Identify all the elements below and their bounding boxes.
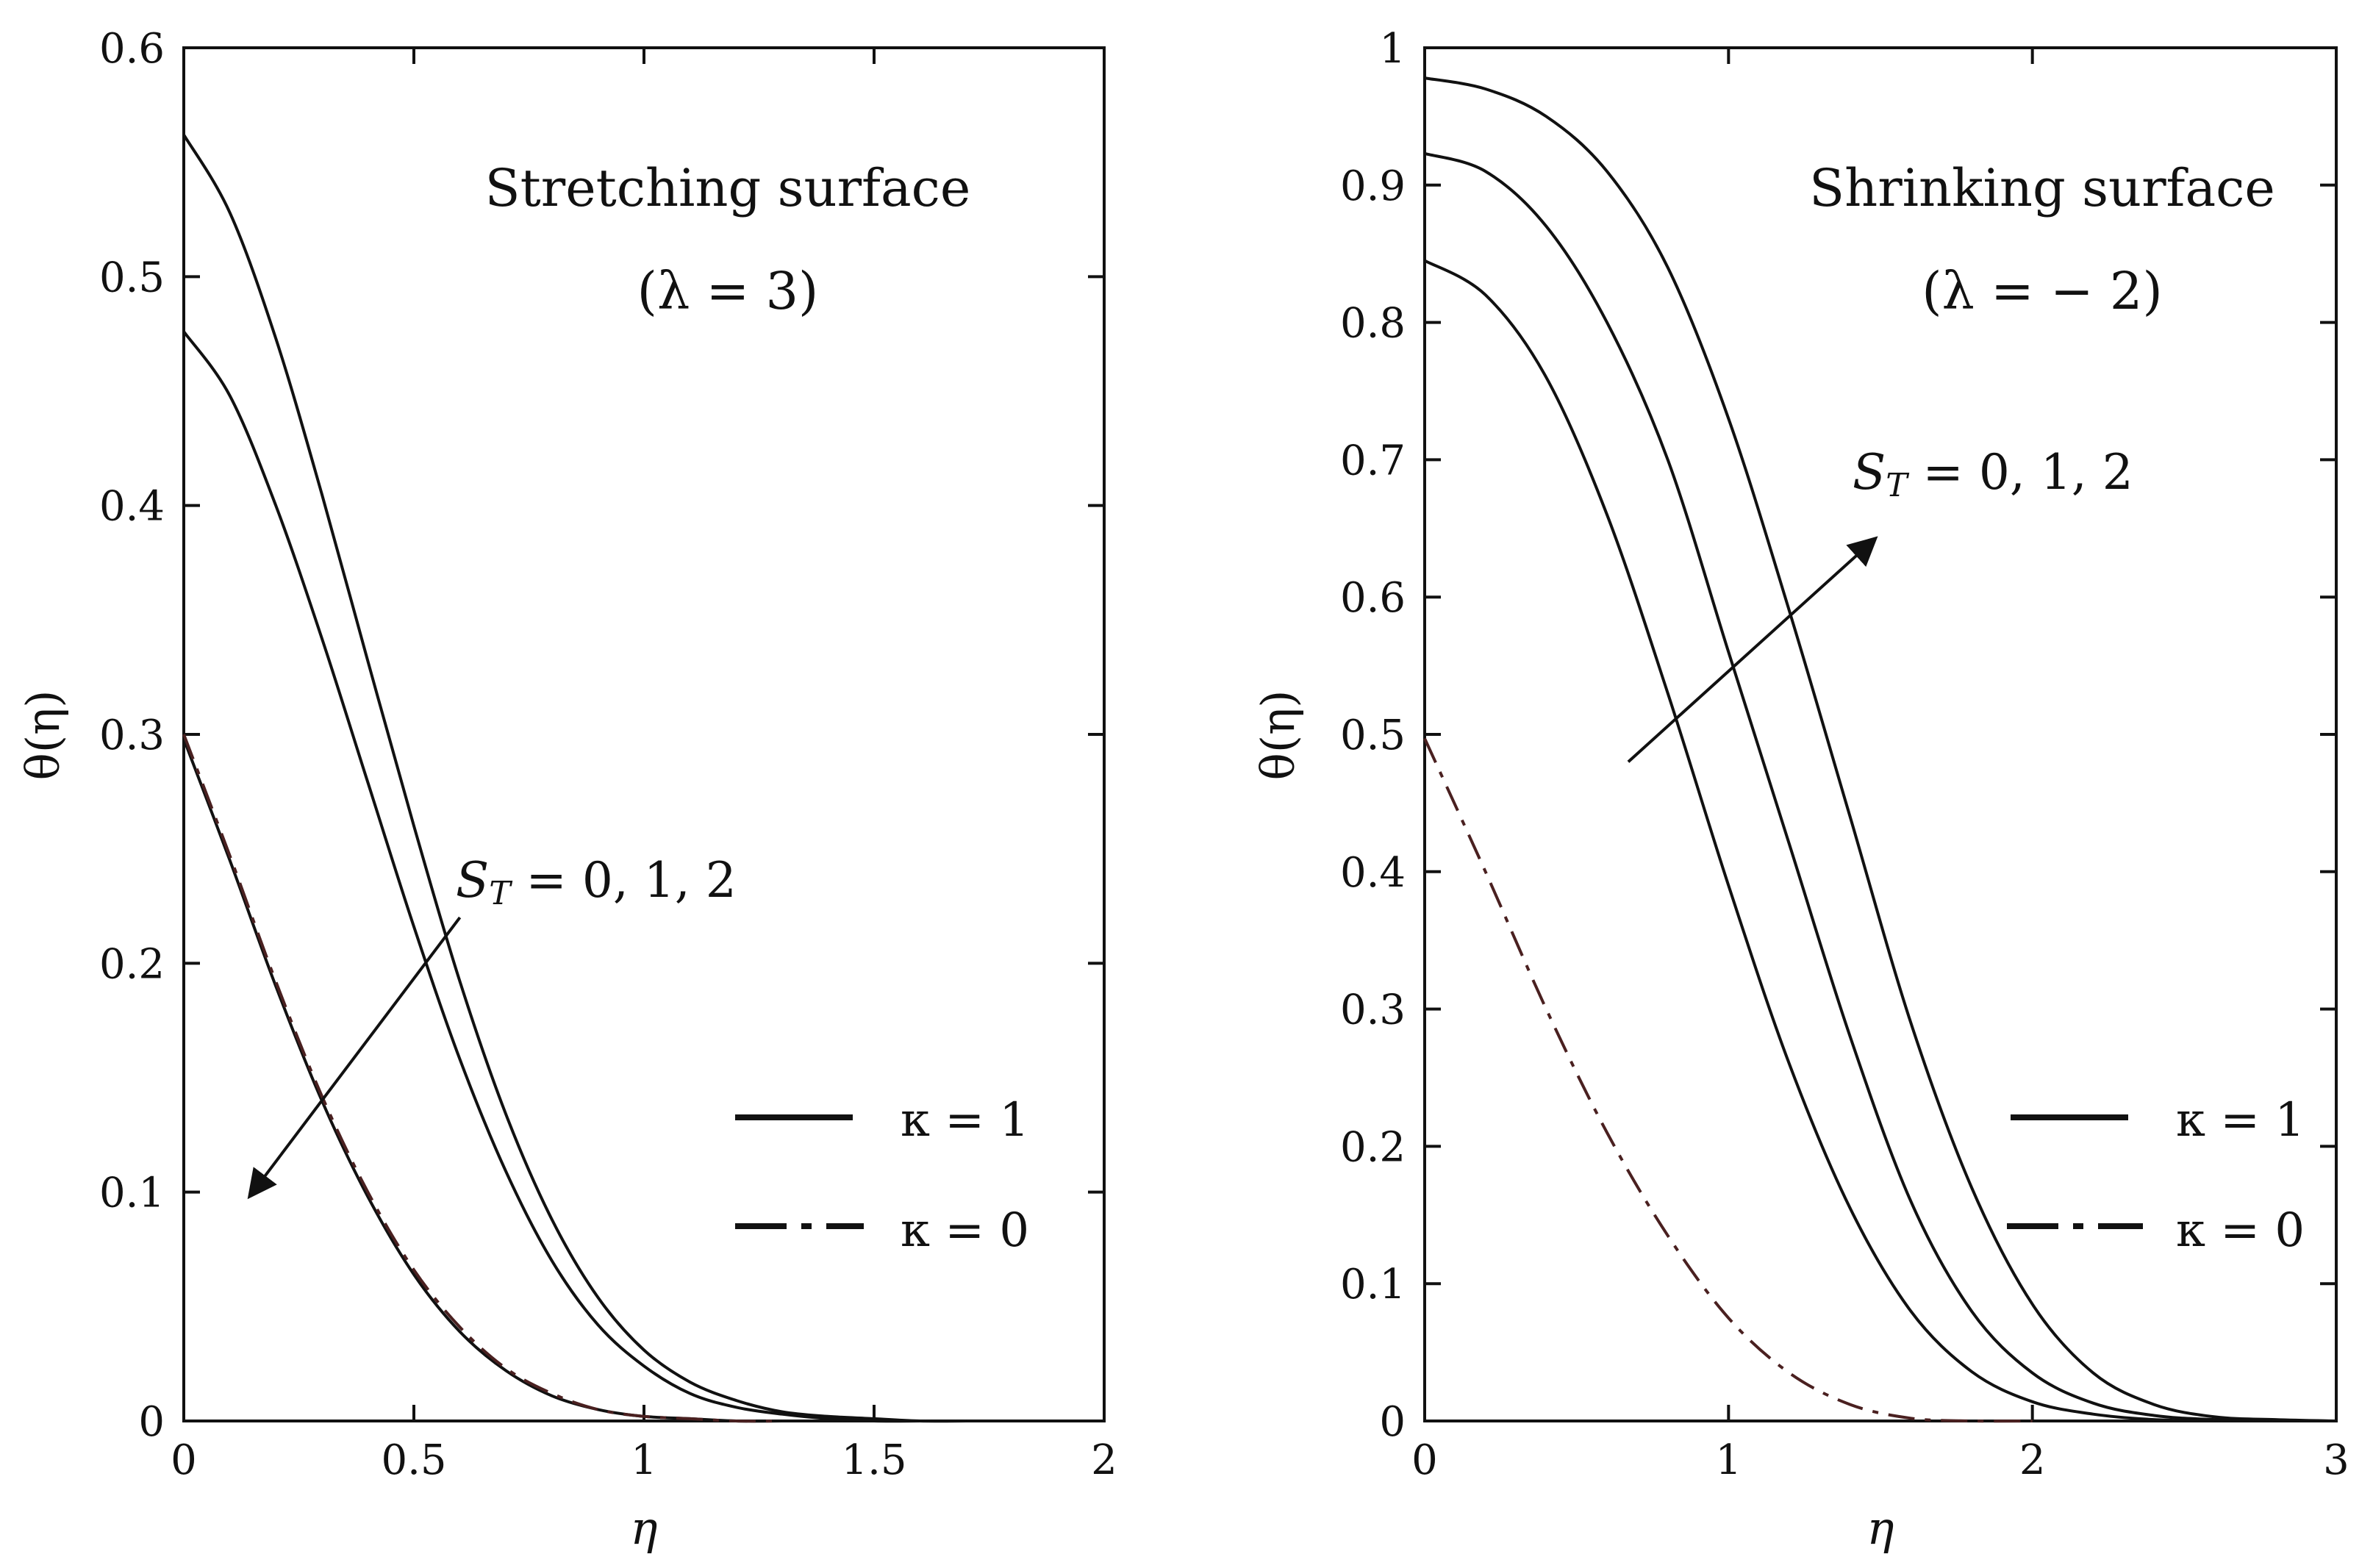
y-tick-label: 0.3 xyxy=(99,712,165,759)
annotation-symbol: S xyxy=(456,852,489,909)
y-tick-label: 0.2 xyxy=(1340,1123,1406,1171)
annotation-symbol: S xyxy=(1853,444,1886,501)
y-tick-label: 0.7 xyxy=(1340,437,1406,484)
annotation-label: ST = 0, 1, 2 xyxy=(1853,444,2133,504)
series-line-2 xyxy=(1424,151,2276,1422)
series-line-3 xyxy=(182,738,782,1423)
x-tick-label: 0 xyxy=(1411,1436,1438,1484)
series-line-2 xyxy=(182,330,920,1423)
series-layer xyxy=(182,134,967,1423)
y-tick-label: 1 xyxy=(1379,25,1406,73)
series-line-4 xyxy=(1423,737,2033,1423)
legend-label-kappa-0: κ = 0 xyxy=(901,1203,1029,1258)
y-tick-label: 0 xyxy=(138,1398,165,1446)
annotation-values: = 0, 1, 2 xyxy=(1908,444,2133,501)
y-tick-label: 0.1 xyxy=(99,1170,165,1217)
y-tick-label: 0.4 xyxy=(99,483,165,531)
panel-title: Stretching surface xyxy=(485,158,971,218)
x-tick-label: 1 xyxy=(631,1436,657,1484)
y-tick-label: 0.4 xyxy=(1340,849,1406,897)
panel-subtitle: (λ = 3) xyxy=(637,261,819,321)
annotation-label: ST = 0, 1, 2 xyxy=(456,852,737,912)
y-tick-label: 0.9 xyxy=(1340,162,1406,210)
annotation-subscript: T xyxy=(1886,467,1910,504)
tick-group: 0 1 2 3 0 0.1 0.2 0.3 0.4 0.5 0.6 0.7 0.8 0.9 1 xyxy=(1340,25,2349,1484)
tick-group: 0 0.5 1 1.5 2 0 0.1 0.2 0.3 0.4 0.5 0.6 xyxy=(99,25,1117,1484)
x-tick-label: 2 xyxy=(2019,1436,2046,1484)
legend: κ = 1 κ = 0 xyxy=(2007,1093,2305,1258)
series-line-1 xyxy=(1424,259,2215,1422)
annotation-arrow xyxy=(1627,536,1878,763)
y-tick-label: 0.1 xyxy=(1340,1261,1406,1309)
annotation-subscript: T xyxy=(489,875,513,912)
y-tick-label: 0.6 xyxy=(1340,574,1406,622)
x-tick-label: 1.5 xyxy=(841,1436,906,1484)
series-line-3 xyxy=(1424,76,2337,1422)
series-layer xyxy=(1423,76,2337,1423)
x-tick-label: 3 xyxy=(2323,1436,2349,1484)
legend-label-kappa-1: κ = 1 xyxy=(2176,1093,2305,1148)
y-tick-label: 0.3 xyxy=(1340,987,1406,1034)
x-tick-label: 2 xyxy=(1091,1436,1117,1484)
legend-label-kappa-1: κ = 1 xyxy=(901,1093,1029,1148)
y-tick-label: 0 xyxy=(1379,1398,1406,1446)
legend-label-kappa-0: κ = 0 xyxy=(2176,1203,2305,1258)
panel-title: Shrinking surface xyxy=(1809,158,2275,218)
y-tick-label: 0.5 xyxy=(99,254,165,301)
y-tick-label: 0.2 xyxy=(99,940,165,988)
y-tick-label: 0.8 xyxy=(1340,300,1406,348)
panel-subtitle: (λ = − 2) xyxy=(1922,261,2163,321)
y-axis-label: θ(η) xyxy=(16,690,70,781)
annotation-arrow xyxy=(247,916,462,1200)
shrinking-chart: 0 1 2 3 0 0.1 0.2 0.3 0.4 0.5 0.6 0.7 0.8 0.9 1 Shrink… xyxy=(1251,25,2349,1555)
y-tick-label: 0.5 xyxy=(1340,712,1406,759)
legend: κ = 1 κ = 0 xyxy=(735,1093,1029,1258)
x-axis-label: η xyxy=(1866,1501,1894,1555)
series-line-1 xyxy=(182,134,967,1423)
y-tick-label: 0.6 xyxy=(99,25,165,73)
y-axis-label: θ(η) xyxy=(1251,690,1305,781)
stretching-chart: 0 0.5 1 1.5 2 0 0.1 0.2 0.3 0.4 0.5 0.6 Stretching … xyxy=(16,25,1117,1555)
x-tick-label: 0 xyxy=(171,1436,197,1484)
annotation-values: = 0, 1, 2 xyxy=(511,852,737,909)
x-tick-label: 0.5 xyxy=(381,1436,446,1484)
x-axis-label: η xyxy=(630,1501,657,1555)
series-line-4 xyxy=(182,734,782,1423)
x-tick-label: 1 xyxy=(1716,1436,1742,1484)
